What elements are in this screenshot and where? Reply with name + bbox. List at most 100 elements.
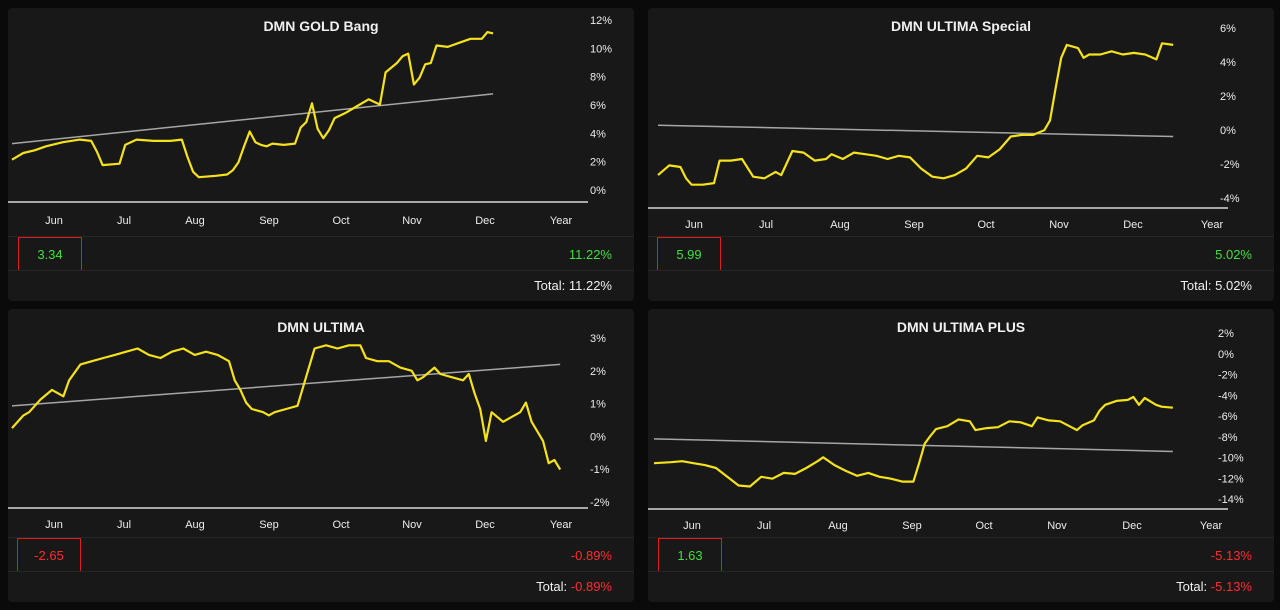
y-tick-label: -14% bbox=[1218, 494, 1244, 506]
x-tick-label: Nov bbox=[402, 215, 422, 227]
divider bbox=[8, 270, 634, 271]
y-tick-label: 4% bbox=[1220, 57, 1236, 69]
chart-panel-gold-bang: DMN GOLD Bang 12% 10% 8% 6% 4% 2% 0% Jun Jul Aug S… bbox=[8, 8, 634, 301]
x-tick-label: Jun bbox=[685, 219, 703, 231]
x-tick-label: Year bbox=[1201, 219, 1224, 231]
x-tick-label: Nov bbox=[402, 519, 422, 531]
y-tick-label: -2% bbox=[590, 497, 610, 509]
y-tick-label: -8% bbox=[1218, 432, 1238, 444]
total-line: Total: 5.02% bbox=[1180, 278, 1252, 293]
y-tick-label: 12% bbox=[590, 15, 612, 27]
total-value: 11.22% bbox=[568, 278, 612, 293]
divider bbox=[8, 236, 634, 237]
x-tick-label: Year bbox=[1200, 520, 1223, 532]
y-tick-label: 1% bbox=[590, 399, 606, 411]
percent-value: -0.89% bbox=[570, 548, 612, 563]
x-tick-label: Jun bbox=[683, 520, 701, 532]
trend-line bbox=[657, 124, 1174, 138]
total-line: Total: -0.89% bbox=[536, 579, 612, 594]
y-tick-label: 6% bbox=[590, 100, 606, 112]
trend-line bbox=[11, 93, 494, 145]
chart-title: DMN GOLD Bang bbox=[263, 18, 379, 34]
chart-title: DMN ULTIMA PLUS bbox=[896, 319, 1026, 335]
y-tick-label: 2% bbox=[1220, 91, 1236, 103]
y-tick-label: 0% bbox=[1218, 349, 1234, 361]
y-tick-label: 10% bbox=[590, 43, 612, 55]
x-tick-label: Oct bbox=[977, 219, 994, 231]
y-tick-label: -2% bbox=[1220, 159, 1240, 171]
series-line bbox=[653, 395, 1173, 488]
x-tick-label: Dec bbox=[475, 215, 495, 227]
y-tick-label: -6% bbox=[1218, 411, 1238, 423]
y-tick-label: 2% bbox=[590, 157, 606, 169]
total-label: Total: bbox=[1180, 278, 1212, 293]
value-box: -2.65 bbox=[17, 538, 81, 572]
divider bbox=[648, 236, 1274, 237]
total-label: Total: bbox=[534, 278, 566, 293]
x-tick-label: Jul bbox=[757, 520, 771, 532]
chart-title: DMN ULTIMA bbox=[277, 319, 365, 335]
x-tick-label: Dec bbox=[1122, 520, 1142, 532]
total-label: Total: bbox=[536, 579, 568, 594]
x-tick-label: Sep bbox=[259, 215, 279, 227]
y-tick-label: 2% bbox=[590, 366, 606, 378]
x-tick-label: Aug bbox=[828, 520, 848, 532]
total-label: Total: bbox=[1176, 579, 1208, 594]
x-tick-label: Oct bbox=[975, 520, 992, 532]
divider bbox=[8, 571, 634, 572]
line-chart: 12% 10% 8% 6% 4% 2% 0% Jun Jul Aug Sep Oct Nov Dec Yea… bbox=[8, 15, 612, 227]
y-tick-label: 0% bbox=[1220, 125, 1236, 137]
x-tick-label: Jun bbox=[45, 215, 63, 227]
x-tick-label: Aug bbox=[830, 219, 850, 231]
x-tick-label: Nov bbox=[1049, 219, 1069, 231]
x-tick-label: Sep bbox=[904, 219, 924, 231]
y-tick-label: -4% bbox=[1220, 193, 1240, 205]
x-tick-label: Aug bbox=[185, 519, 205, 531]
chart-title: DMN ULTIMA Special bbox=[890, 18, 1031, 34]
y-tick-label: -2% bbox=[1218, 370, 1238, 382]
value-box: 5.99 bbox=[657, 237, 721, 271]
x-tick-label: Aug bbox=[185, 215, 205, 227]
x-tick-label: Year bbox=[550, 519, 573, 531]
percent-value: -5.13% bbox=[1210, 548, 1252, 563]
total-value: -5.13% bbox=[1210, 579, 1252, 594]
y-tick-label: 6% bbox=[1220, 23, 1236, 35]
y-tick-label: -1% bbox=[590, 464, 610, 476]
divider bbox=[8, 537, 634, 538]
x-tick-label: Jul bbox=[117, 215, 131, 227]
total-line: Total: 11.22% bbox=[534, 278, 612, 293]
divider bbox=[648, 270, 1274, 271]
y-tick-label: 8% bbox=[590, 72, 606, 84]
y-tick-label: 0% bbox=[590, 431, 606, 443]
x-tick-label: Sep bbox=[259, 519, 279, 531]
chart-panel-ultima: DMN ULTIMA 3% 2% 1% 0% -1% -2% Jun Jul Aug Sep Oct… bbox=[8, 309, 634, 602]
x-tick-label: Jul bbox=[117, 519, 131, 531]
percent-value: 5.02% bbox=[1215, 247, 1252, 262]
x-tick-label: Year bbox=[550, 215, 573, 227]
total-line: Total: -5.13% bbox=[1176, 579, 1252, 594]
y-tick-label: -4% bbox=[1218, 390, 1238, 402]
line-chart: 2% 0% -2% -4% -6% -8% -10% -12% -14% Jun Jul Aug Sep… bbox=[648, 328, 1244, 532]
value-box: 1.63 bbox=[658, 538, 722, 572]
line-chart: 3% 2% 1% 0% -1% -2% Jun Jul Aug Sep Oct Nov Dec Year bbox=[8, 333, 610, 531]
x-tick-label: Jun bbox=[45, 519, 63, 531]
percent-value: 11.22% bbox=[568, 247, 612, 262]
y-tick-label: 0% bbox=[590, 185, 606, 197]
series-line bbox=[657, 42, 1174, 186]
y-tick-label: 2% bbox=[1218, 328, 1234, 340]
x-tick-label: Dec bbox=[1123, 219, 1143, 231]
divider bbox=[648, 537, 1274, 538]
x-tick-label: Nov bbox=[1047, 520, 1067, 532]
y-tick-label: -10% bbox=[1218, 453, 1244, 465]
y-tick-label: 4% bbox=[590, 128, 606, 140]
x-tick-label: Jul bbox=[759, 219, 773, 231]
series-line bbox=[11, 31, 494, 179]
x-tick-label: Oct bbox=[332, 519, 349, 531]
trend-line bbox=[11, 363, 561, 407]
chart-panel-ultima-plus: DMN ULTIMA PLUS 2% 0% -2% -4% -6% -8% -10% -12%… bbox=[648, 309, 1274, 602]
divider bbox=[648, 571, 1274, 572]
value-box: 3.34 bbox=[18, 237, 82, 271]
trend-line bbox=[653, 438, 1173, 453]
chart-panel-ultima-special: DMN ULTIMA Special 6% 4% 2% 0% -2% -4% Jun Jul A… bbox=[648, 8, 1274, 301]
y-tick-label: 3% bbox=[590, 333, 606, 345]
